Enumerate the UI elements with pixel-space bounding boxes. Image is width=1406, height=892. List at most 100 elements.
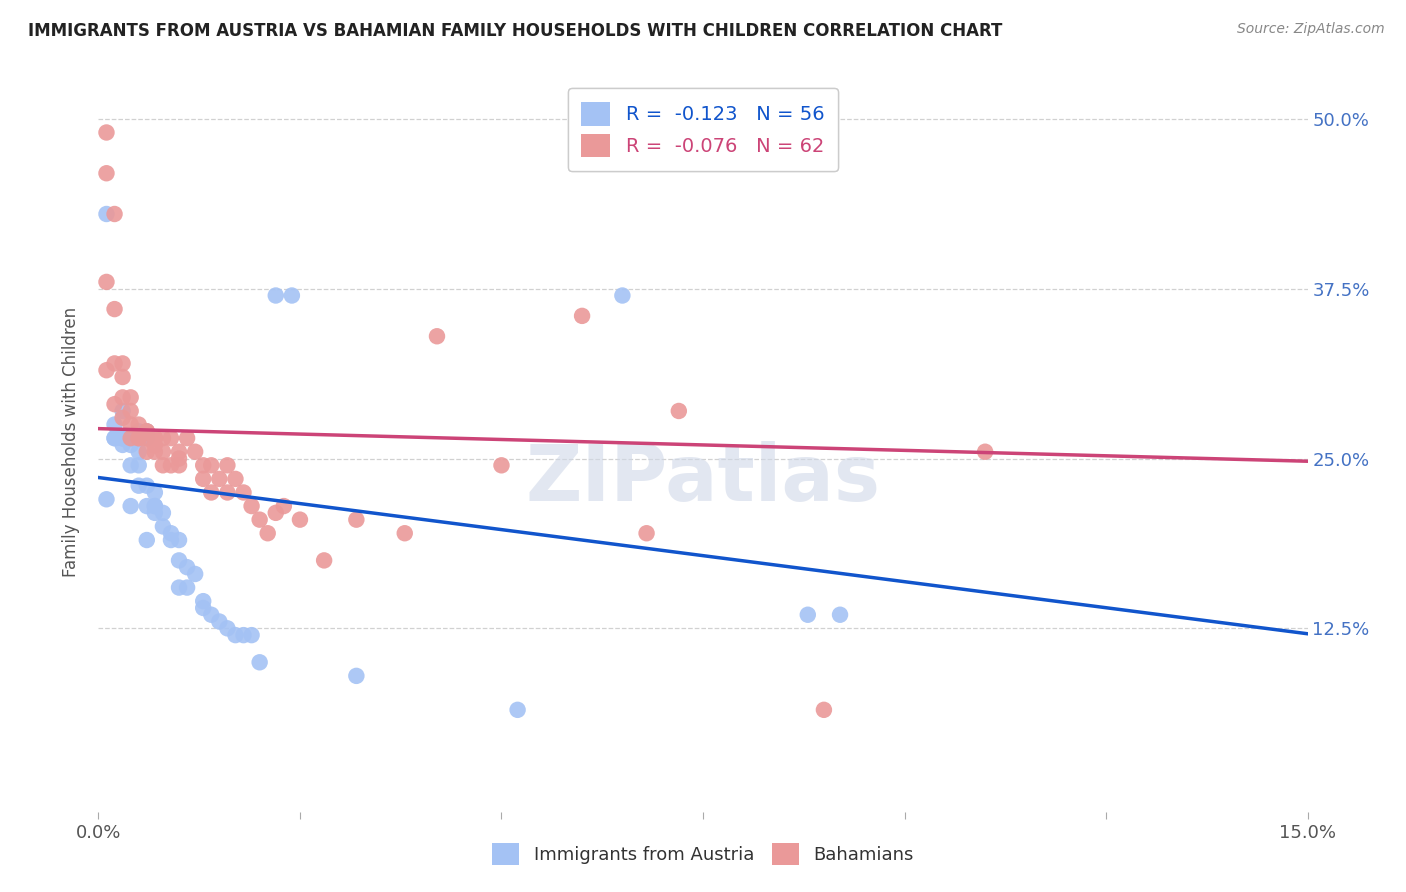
Point [160,526,183,541]
Point [135,431,157,445]
Point [176,581,198,595]
Point [111,431,134,445]
Point [240,628,263,642]
Point [217,458,239,473]
Point [426,329,449,343]
Point [314,553,336,567]
Point [103,431,125,445]
Point [160,533,183,547]
Point [208,472,231,486]
Point [135,444,157,458]
Point [120,431,142,445]
Point [264,506,287,520]
Point [128,431,150,445]
Point [128,431,150,445]
Text: ZIPatlas: ZIPatlas [526,441,880,516]
Point [96,126,118,140]
Point [167,451,190,466]
Point [143,506,166,520]
Point [103,397,125,411]
Point [152,431,174,445]
Point [152,519,174,533]
Point [120,499,142,513]
Point [143,431,166,445]
Point [232,485,254,500]
Point [103,356,125,370]
Point [828,607,851,622]
Point [128,431,150,445]
Text: IMMIGRANTS FROM AUSTRIA VS BAHAMIAN FAMILY HOUSEHOLDS WITH CHILDREN CORRELATION : IMMIGRANTS FROM AUSTRIA VS BAHAMIAN FAMI… [28,22,1002,40]
Point [256,526,278,541]
Point [167,533,190,547]
Point [96,166,118,180]
Point [167,581,190,595]
Point [344,513,367,527]
Point [193,458,215,473]
Point [111,431,134,445]
Point [160,431,183,445]
Point [120,417,142,432]
Point [208,615,231,629]
Point [184,444,207,458]
Point [128,478,150,492]
Point [143,431,166,445]
Point [394,526,416,541]
Point [135,499,157,513]
Point [249,655,271,669]
Point [111,370,134,384]
Point [193,594,215,608]
Point [167,444,190,458]
Point [273,499,295,513]
Point [281,288,304,302]
Point [135,425,157,439]
Point [111,438,134,452]
Point [96,207,118,221]
Point [249,513,271,527]
Point [152,458,174,473]
Point [103,431,125,445]
Point [167,553,190,567]
Point [506,703,529,717]
Point [217,485,239,500]
Point [193,472,215,486]
Point [636,526,658,541]
Point [232,628,254,642]
Point [135,425,157,439]
Point [224,472,246,486]
Point [135,425,157,439]
Point [143,444,166,458]
Point [120,431,142,445]
Point [103,207,125,221]
Point [128,431,150,445]
Point [974,444,997,458]
Point [224,628,246,642]
Point [200,485,222,500]
Point [143,499,166,513]
Point [143,485,166,500]
Point [344,669,367,683]
Legend: Immigrants from Austria, Bahamians: Immigrants from Austria, Bahamians [484,834,922,874]
Point [103,417,125,432]
Text: Source: ZipAtlas.com: Source: ZipAtlas.com [1237,22,1385,37]
Point [200,458,222,473]
Point [193,601,215,615]
Point [128,444,150,458]
Point [184,566,207,581]
Point [111,391,134,405]
Point [571,309,593,323]
Y-axis label: Family Households with Children: Family Households with Children [62,307,80,576]
Point [120,404,142,418]
Point [152,506,174,520]
Point [96,363,118,377]
Point [120,458,142,473]
Point [135,478,157,492]
Point [96,492,118,507]
Point [152,444,174,458]
Point [120,438,142,452]
Point [797,607,820,622]
Point [128,458,150,473]
Point [96,275,118,289]
Point [103,302,125,317]
Point [143,499,166,513]
Point [217,621,239,635]
